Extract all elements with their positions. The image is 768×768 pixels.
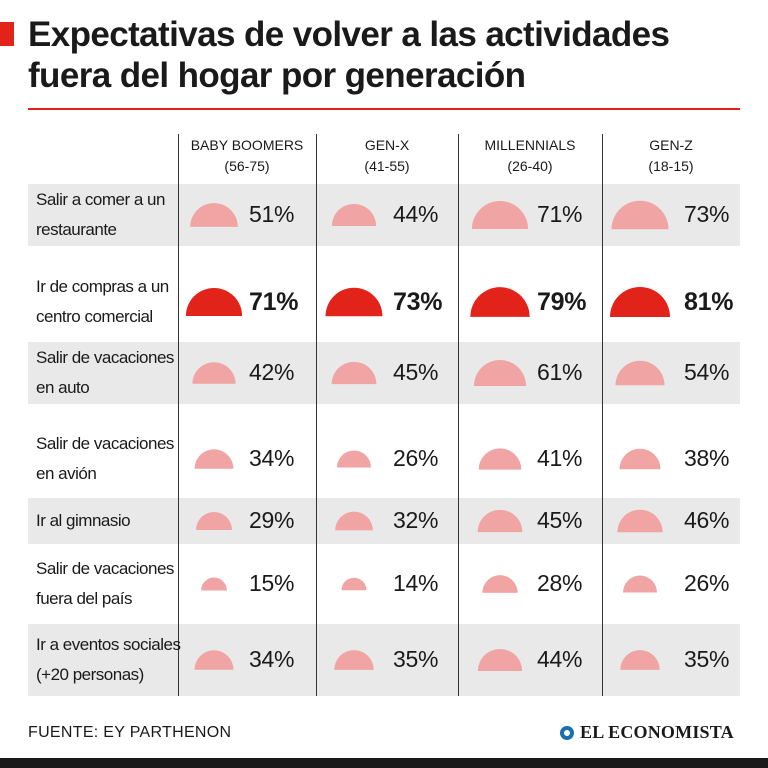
value-label: 71%	[537, 201, 583, 227]
row-label: Ir de compras a un centro comercial	[36, 277, 169, 326]
value-semicircle	[194, 449, 234, 469]
value-label: 34%	[249, 445, 295, 471]
title-accent-bar	[0, 22, 14, 46]
brand-name: EL ECONOMISTA	[580, 722, 734, 742]
column-header-range: (56-75)	[224, 158, 270, 174]
value-label: 41%	[537, 445, 583, 471]
value-label: 26%	[393, 445, 439, 471]
value-label: 42%	[249, 359, 295, 385]
row-band	[28, 624, 740, 696]
row-label: Ir a eventos sociales (+20 personas)	[36, 635, 181, 684]
value-semicircle	[331, 203, 377, 227]
column-header: MILLENNIALS (26-40)	[458, 128, 602, 184]
value-semicircle	[619, 448, 661, 470]
column-header: BABY BOOMERS (56-75)	[178, 128, 316, 184]
title-rule	[28, 108, 740, 110]
value-label: 45%	[393, 359, 439, 385]
value-semicircle	[470, 287, 530, 317]
value-label: 35%	[684, 646, 730, 672]
value-label: 71%	[249, 288, 299, 316]
row-label: Salir de vacaciones en auto	[36, 348, 174, 397]
value-label: 79%	[537, 288, 587, 316]
value-label: 32%	[393, 507, 439, 533]
value-semicircle	[196, 512, 232, 530]
value-semicircle	[341, 577, 367, 591]
value-label: 14%	[393, 570, 439, 596]
value-semicircle	[620, 650, 660, 670]
value-label: 73%	[393, 288, 443, 316]
value-semicircle	[478, 448, 522, 470]
value-semicircle	[617, 509, 663, 533]
value-label: 61%	[537, 359, 583, 385]
value-semicircle	[623, 575, 657, 593]
value-label: 51%	[249, 201, 295, 227]
value-semicircle	[477, 648, 523, 672]
value-semicircle	[201, 577, 227, 591]
value-label: 29%	[249, 507, 295, 533]
row-label: Salir a comer a un restaurante	[36, 190, 165, 239]
value-semicircle	[331, 361, 377, 385]
value-semicircle	[610, 287, 670, 317]
value-label: 54%	[684, 359, 730, 385]
column-header-name: MILLENNIALS	[484, 137, 576, 153]
chart-title: Expectativas de volver a las actividades…	[28, 15, 670, 95]
column-header-name: BABY BOOMERS	[190, 137, 304, 153]
value-label: 81%	[684, 288, 734, 316]
brand: EL ECONOMISTA	[560, 722, 734, 743]
column-header: GEN-Z (18-15)	[602, 128, 740, 184]
value-label: 34%	[249, 646, 295, 672]
value-label: 26%	[684, 570, 730, 596]
column-separator	[458, 134, 459, 696]
value-semicircle	[482, 575, 518, 593]
value-semicircle	[325, 287, 383, 317]
value-semicircle	[473, 359, 527, 387]
value-label: 35%	[393, 646, 439, 672]
column-separator	[316, 134, 317, 696]
column-header-range: (18-15)	[648, 158, 694, 174]
value-label: 44%	[393, 201, 439, 227]
brand-logo-icon	[560, 725, 574, 740]
row-label: Salir de vacaciones en avión	[36, 434, 174, 483]
column-header-name: GEN-X	[364, 137, 410, 153]
value-semicircle	[334, 650, 374, 670]
bottom-strip	[0, 758, 768, 768]
value-semicircle	[611, 200, 669, 230]
value-label: 15%	[249, 570, 295, 596]
value-semicircle	[185, 287, 243, 317]
column-header: GEN-X (41-55)	[316, 128, 458, 184]
column-separator	[602, 134, 603, 696]
column-header-range: (41-55)	[364, 158, 410, 174]
value-label: 73%	[684, 201, 730, 227]
value-semicircle	[190, 203, 238, 227]
value-semicircle	[615, 360, 665, 386]
value-semicircle	[471, 200, 529, 230]
column-separator	[178, 134, 179, 696]
value-semicircle	[194, 650, 234, 670]
source-note: FUENTE: EY PARTHENON	[28, 724, 232, 741]
value-label: 46%	[684, 507, 730, 533]
value-semicircle	[477, 509, 523, 533]
value-label: 28%	[537, 570, 583, 596]
value-label: 38%	[684, 445, 730, 471]
value-semicircle	[337, 450, 371, 468]
value-label: 44%	[537, 646, 583, 672]
row-label: Salir de vacaciones fuera del país	[36, 559, 174, 608]
column-header-name: GEN-Z	[649, 137, 693, 153]
row-label: Ir al gimnasio	[36, 511, 131, 530]
value-label: 45%	[537, 507, 583, 533]
column-header-range: (26-40)	[507, 158, 553, 174]
value-semicircle	[192, 362, 236, 384]
value-semicircle	[335, 511, 373, 531]
